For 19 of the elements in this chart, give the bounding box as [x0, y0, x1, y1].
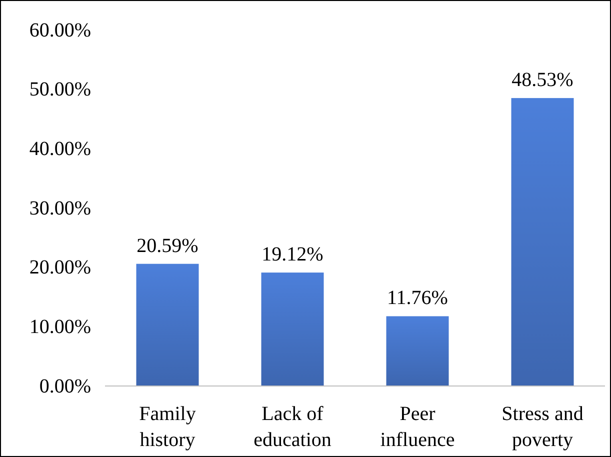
y-tick-label: 20.00%: [29, 256, 91, 279]
y-tick-label: 40.00%: [29, 138, 91, 160]
y-tick-label: 10.00%: [29, 316, 91, 338]
x-tick-label: Stress and poverty: [502, 403, 584, 451]
x-tick-label: Family history: [139, 403, 196, 451]
data-label: 48.53%: [512, 69, 574, 92]
y-tick-label: 0.00%: [39, 375, 91, 398]
bar: [136, 264, 199, 386]
bar: [511, 98, 574, 386]
data-label: 11.76%: [387, 287, 448, 310]
y-tick-label: 50.00%: [29, 78, 91, 101]
data-label: 19.12%: [262, 244, 324, 266]
x-tick-label: Lack of education: [254, 403, 332, 451]
data-label: 20.59%: [136, 234, 198, 257]
y-tick-label: 60.00%: [29, 19, 91, 42]
bar: [386, 316, 449, 386]
y-tick-label: 30.00%: [29, 197, 91, 220]
x-tick-label: Peer influence: [380, 403, 455, 451]
bar: [261, 272, 324, 386]
